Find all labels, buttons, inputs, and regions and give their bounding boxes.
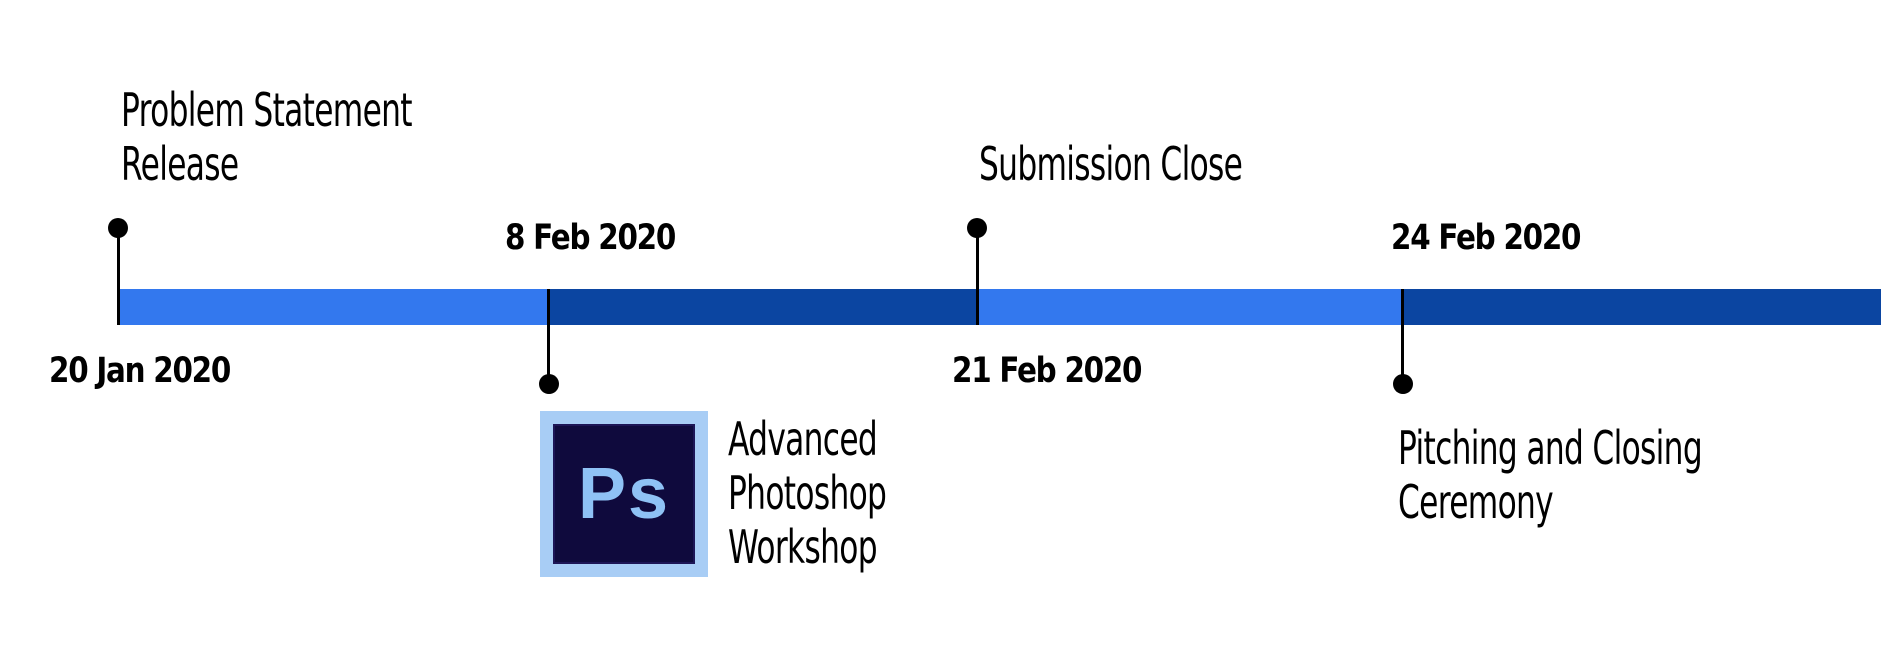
photoshop-logo-icon: Ps (540, 411, 708, 577)
milestone-date-20-jan-2020: 20 Jan 2020 (49, 351, 231, 391)
milestone-dot (539, 374, 559, 394)
milestone-stem (976, 228, 979, 325)
milestone-date-21-feb-2020: 21 Feb 2020 (952, 351, 1142, 391)
milestone-dot (108, 218, 128, 238)
event-line: Pitching and Closing (1398, 421, 1703, 475)
event-line: Ceremony (1398, 475, 1554, 529)
milestone-date-24-feb-2020: 24 Feb 2020 (1391, 218, 1581, 258)
event-line: Problem Statement (121, 83, 413, 137)
milestone-stem (547, 289, 550, 383)
photoshop-logo-background: Ps (553, 424, 695, 564)
milestone-event-submission-close: Submission Close (979, 137, 1243, 191)
milestone-dot (1393, 374, 1413, 394)
event-line: Photoshop (728, 466, 887, 520)
milestone-stem (1401, 289, 1404, 383)
milestone-event-pitching-and-closing-ceremony: Pitching and Closing Ceremony (1398, 421, 1703, 529)
timeline-segment (976, 289, 1401, 325)
timeline-bar (118, 289, 1881, 325)
milestone-dot (967, 218, 987, 238)
event-line: Workshop (728, 520, 878, 574)
milestone-date-8-feb-2020: 8 Feb 2020 (505, 218, 676, 258)
event-line: Release (121, 137, 239, 191)
milestone-event-advanced-photoshop-workshop: Advanced Photoshop Workshop (728, 412, 887, 574)
event-line: Advanced (728, 412, 878, 466)
event-line: Submission Close (979, 137, 1243, 191)
milestone-event-problem-statement-release: Problem Statement Release (121, 83, 413, 191)
timeline-segment (548, 289, 976, 325)
timeline-segment (1401, 289, 1881, 325)
timeline-segment (118, 289, 548, 325)
photoshop-logo-text: Ps (577, 454, 671, 534)
milestone-stem (117, 228, 120, 325)
